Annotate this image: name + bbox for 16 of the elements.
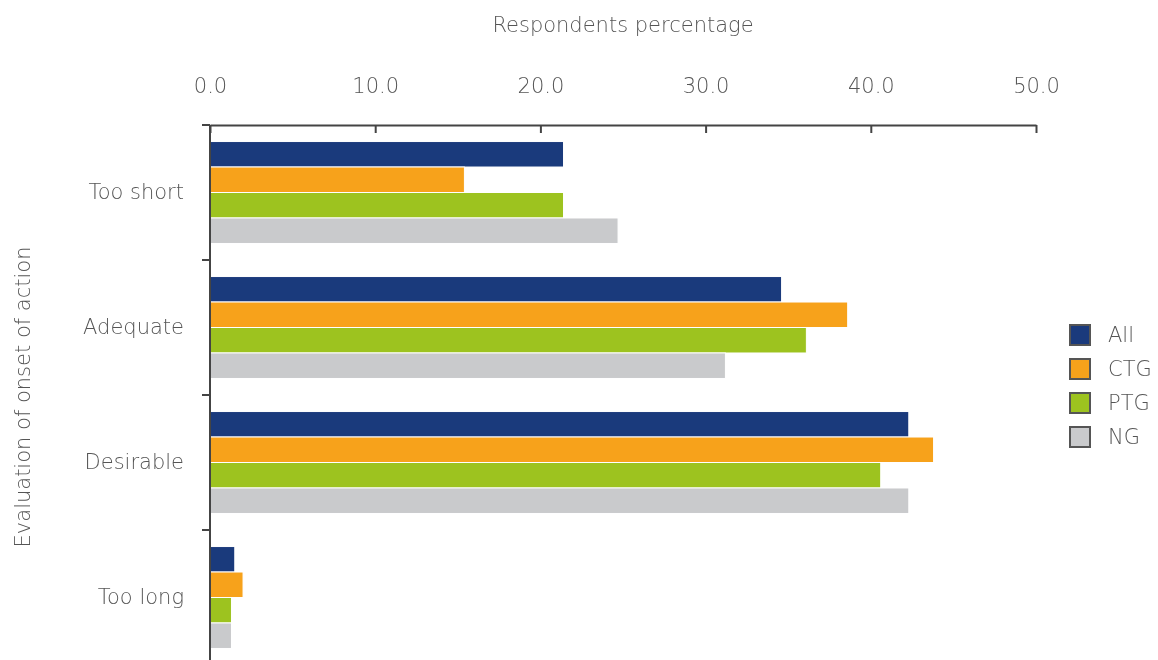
- y-tick-label: Adequate: [83, 314, 184, 339]
- legend-label: All: [1108, 323, 1135, 347]
- x-tick-label: 20.0: [517, 74, 565, 98]
- x-tick-label: 10.0: [352, 74, 400, 98]
- legend-label: PTG: [1108, 391, 1150, 415]
- y-axis-title: Evaluation of onset of action: [11, 246, 35, 548]
- legend-label: NG: [1108, 425, 1140, 449]
- x-tick-label: 0.0: [193, 74, 228, 98]
- y-tick-label: Too short: [88, 179, 184, 204]
- x-tick-label: 50.0: [1013, 74, 1060, 98]
- y-tick-label: Desirable: [84, 449, 184, 474]
- x-tick-label: 40.0: [847, 74, 895, 98]
- legend-label: CTG: [1108, 357, 1152, 381]
- x-tick-label: 30.0: [682, 74, 730, 98]
- x-axis-title: Respondents percentage: [492, 13, 754, 37]
- y-tick-label: Too long: [97, 584, 184, 609]
